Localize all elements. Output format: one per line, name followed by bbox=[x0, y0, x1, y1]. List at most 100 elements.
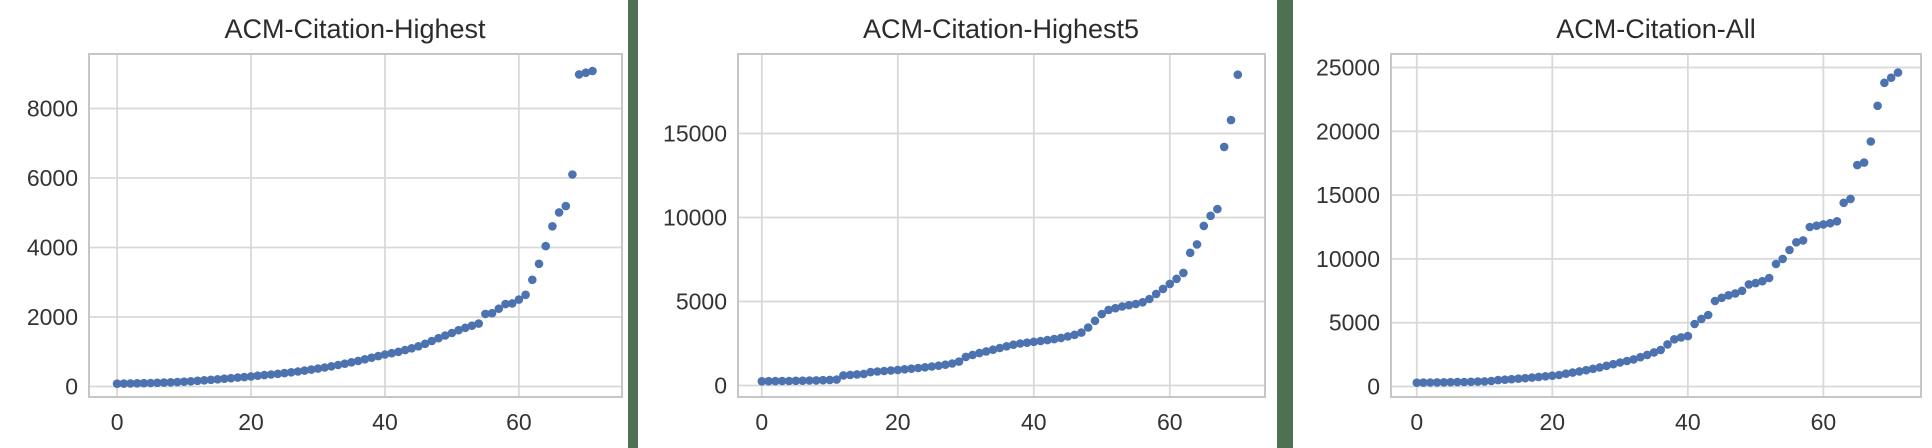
x-tick-label: 20 bbox=[1540, 409, 1566, 435]
y-tick-label: 0 bbox=[1367, 373, 1380, 399]
data-point bbox=[968, 350, 977, 360]
data-point bbox=[791, 376, 801, 386]
data-point bbox=[879, 366, 889, 376]
data-point bbox=[805, 376, 814, 385]
data-point bbox=[1778, 254, 1787, 264]
data-point bbox=[340, 359, 350, 369]
data-point bbox=[1588, 364, 1598, 374]
data-point bbox=[548, 222, 557, 231]
data-point bbox=[764, 376, 773, 386]
data-point bbox=[839, 371, 848, 380]
data-point bbox=[873, 367, 882, 376]
data-point bbox=[1575, 367, 1584, 376]
data-point bbox=[1866, 137, 1876, 146]
data-point bbox=[166, 378, 175, 387]
data-point bbox=[253, 371, 262, 381]
data-point bbox=[1138, 298, 1147, 307]
data-point bbox=[1199, 221, 1209, 231]
scatter-plot-3: ACM-Citation-All 0 5000 10000 15000 20000 250… bbox=[1316, 14, 1922, 435]
data-point bbox=[1219, 142, 1229, 152]
data-point bbox=[941, 360, 950, 370]
data-point bbox=[1043, 335, 1052, 345]
data-point bbox=[1805, 222, 1815, 232]
data-point bbox=[927, 362, 937, 371]
y-tick-label: 15000 bbox=[663, 120, 727, 146]
data-point bbox=[1710, 296, 1720, 306]
data-point bbox=[1683, 331, 1693, 341]
data-point bbox=[1172, 274, 1181, 284]
data-point bbox=[159, 378, 169, 387]
data-point bbox=[454, 325, 463, 335]
y-tick-label: 5000 bbox=[1329, 310, 1380, 336]
data-point bbox=[907, 364, 916, 374]
data-point bbox=[1751, 278, 1760, 288]
data-point bbox=[153, 378, 162, 388]
data-point bbox=[554, 208, 564, 217]
data-point bbox=[246, 372, 256, 381]
data-point bbox=[832, 375, 841, 384]
data-point bbox=[528, 275, 537, 285]
data-point bbox=[1104, 305, 1113, 315]
data-point bbox=[1737, 286, 1747, 296]
green-divider-1 bbox=[628, 0, 638, 448]
data-point bbox=[213, 375, 222, 384]
data-point bbox=[1487, 376, 1496, 386]
data-point bbox=[1145, 294, 1154, 304]
data-point bbox=[1825, 218, 1835, 228]
data-point bbox=[300, 366, 309, 375]
data-point bbox=[1561, 369, 1571, 379]
data-point bbox=[320, 363, 330, 372]
data-point bbox=[1520, 373, 1530, 383]
data-point bbox=[1459, 377, 1469, 387]
data-point bbox=[1226, 115, 1236, 125]
data-point bbox=[1453, 377, 1462, 387]
y-tick-label: 8000 bbox=[27, 95, 78, 121]
data-point bbox=[1117, 302, 1127, 311]
y-tick-label: 20000 bbox=[1316, 118, 1380, 144]
data-point bbox=[1703, 310, 1713, 320]
data-point bbox=[1873, 101, 1882, 111]
data-point bbox=[481, 309, 490, 319]
data-point bbox=[186, 377, 196, 386]
data-point bbox=[353, 356, 363, 366]
data-point bbox=[534, 259, 544, 269]
data-point bbox=[1002, 342, 1011, 351]
data-point bbox=[112, 379, 122, 389]
data-point bbox=[1063, 332, 1073, 341]
data-point bbox=[193, 376, 202, 386]
data-point bbox=[1602, 361, 1611, 371]
y-tick-label: 10000 bbox=[663, 204, 727, 230]
data-point bbox=[1151, 289, 1161, 299]
data-point bbox=[561, 201, 571, 211]
data-point bbox=[975, 348, 984, 358]
data-point bbox=[1036, 336, 1045, 346]
data-point bbox=[173, 377, 182, 387]
data-point bbox=[900, 365, 909, 374]
data-point bbox=[313, 364, 323, 373]
data-point bbox=[400, 345, 410, 355]
x-tick-label: 40 bbox=[1021, 409, 1047, 435]
data-point bbox=[818, 375, 828, 385]
data-point bbox=[1015, 339, 1025, 348]
data-point bbox=[1846, 194, 1855, 204]
data-point bbox=[1213, 204, 1222, 214]
data-point bbox=[1615, 358, 1625, 367]
data-point bbox=[1798, 236, 1808, 245]
data-point bbox=[825, 375, 835, 385]
data-point bbox=[1595, 363, 1604, 372]
data-point bbox=[220, 374, 229, 384]
data-point bbox=[1056, 333, 1066, 343]
data-point bbox=[199, 376, 209, 385]
data-point bbox=[333, 360, 343, 370]
data-point bbox=[420, 339, 430, 349]
data-point bbox=[467, 321, 477, 331]
data-point bbox=[266, 370, 276, 379]
data-point bbox=[1832, 217, 1842, 226]
data-point bbox=[374, 351, 383, 361]
data-point bbox=[1622, 356, 1632, 366]
data-point bbox=[1124, 300, 1134, 310]
data-point bbox=[1473, 377, 1483, 386]
data-point bbox=[1717, 293, 1726, 303]
data-point bbox=[859, 369, 869, 379]
data-point bbox=[811, 376, 821, 385]
